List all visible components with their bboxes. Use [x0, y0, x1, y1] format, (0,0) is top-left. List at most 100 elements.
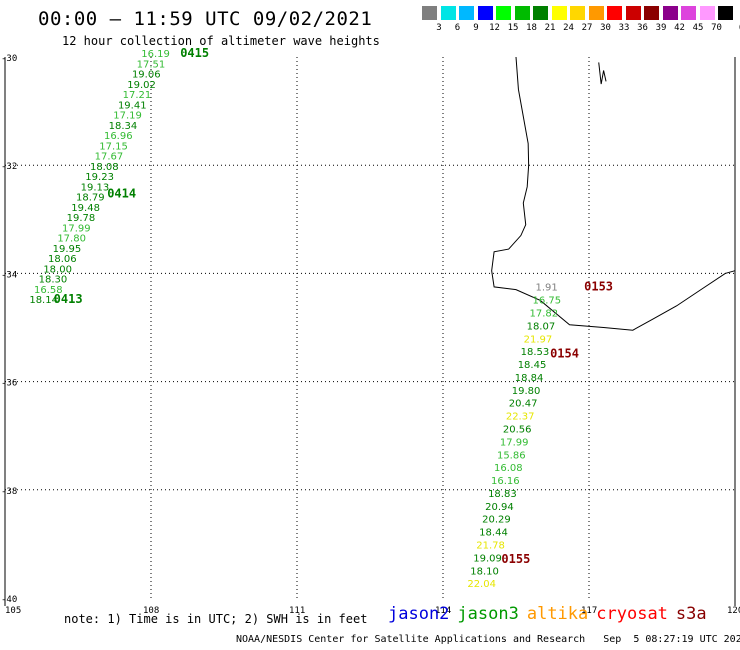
wave-height-label: 19.48: [71, 203, 100, 214]
scale-swatch: [514, 6, 530, 20]
lat-tick-label: -30: [1, 54, 17, 64]
wave-height-label: 16.16: [491, 476, 520, 487]
wave-height-label: 18.00: [43, 264, 72, 275]
page-subtitle: 12 hour collection of altimeter wave hei…: [62, 34, 380, 48]
wave-height-label: 17.67: [95, 152, 124, 163]
wave-height-label: 18.79: [76, 193, 105, 204]
scale-label: 39: [655, 23, 667, 33]
lat-tick-label: -38: [1, 487, 17, 497]
scale-label: 21: [544, 23, 556, 33]
wave-height-label: 16.19: [141, 49, 170, 60]
wave-height-label: 18.30: [39, 275, 68, 286]
scale-label: 45: [692, 23, 704, 33]
lat-tick-label: -40: [1, 595, 17, 605]
pass-time-label: 0413: [54, 292, 83, 306]
wave-height-label: 21.97: [524, 334, 553, 345]
scale-swatch: [718, 6, 733, 20]
lon-tick-label: 114: [435, 606, 451, 616]
wave-height-label: 18.06: [48, 254, 77, 265]
wave-height-label: 18.34: [109, 121, 138, 132]
lon-tick-label: 120: [727, 606, 740, 616]
wave-height-label: 18.08: [90, 162, 119, 173]
scale-swatch: [662, 6, 678, 20]
wave-height-label: 17.82: [530, 308, 559, 319]
wave-height-label: 17.51: [137, 59, 166, 70]
scale-swatch: [440, 6, 456, 20]
scale-swatch: [496, 6, 511, 20]
scale-label: 27: [581, 23, 593, 33]
pass-time-label: 0415: [180, 46, 209, 60]
wave-height-label: 18.44: [479, 528, 508, 539]
wave-height-label: 17.80: [57, 234, 86, 245]
wave-height-label: 18.07: [527, 321, 556, 332]
pass-time-label: 0153: [584, 280, 613, 294]
scale-label: 36: [637, 23, 648, 33]
coastline: [491, 56, 736, 331]
wave-height-label: 20.29: [482, 515, 511, 526]
wave-height-label: 18.84: [515, 373, 544, 384]
wave-height-label: 1.91: [535, 283, 557, 294]
lon-tick-label: 105: [5, 606, 21, 616]
wave-height-label: 19.23: [85, 172, 114, 183]
satellite-jason3: jason3: [457, 604, 519, 624]
scale-swatch: [588, 6, 604, 20]
scale-swatch: [477, 6, 493, 20]
scale-label: 42: [674, 23, 685, 33]
scale-label: 70: [711, 23, 722, 33]
satellite-jason2: jason2: [388, 604, 450, 624]
wave-height-label: 19.95: [53, 244, 82, 255]
lon-tick-label: 108: [143, 606, 159, 616]
lat-tick-label: -36: [1, 379, 17, 389]
wave-height-label: 18.83: [488, 489, 517, 500]
wave-height-label: 18.14: [29, 295, 58, 306]
wave-height-label: 16.08: [494, 463, 523, 474]
scale-label: 33: [618, 23, 630, 33]
wave-height-label: 20.94: [485, 502, 514, 513]
wave-height-label: 16.96: [104, 131, 133, 142]
wave-height-label: 19.80: [512, 386, 541, 397]
scale-swatch: [551, 6, 567, 20]
scale-label: 12: [489, 23, 500, 33]
wave-height-label: 15.86: [497, 450, 526, 461]
lat-tick-label: -34: [1, 270, 17, 280]
footer-note: note: 1) Time is in UTC; 2) SWH is in fe…: [64, 612, 368, 626]
scale-swatch: [607, 6, 622, 20]
scale-unit: (ft): [735, 23, 740, 33]
satellite-legend: jason2 jason3 altika cryosat s3a: [388, 604, 715, 624]
scale-label: 15: [507, 23, 519, 33]
lake-outline: [598, 62, 607, 85]
page-title: 00:00 – 11:59 UTC 09/02/2021: [38, 8, 373, 30]
pass-time-label: 0414: [107, 187, 136, 201]
scale-swatch: [533, 6, 548, 20]
scale-swatch: [459, 6, 474, 20]
wave-height-label: 21.78: [476, 541, 505, 552]
wave-height-label: 19.02: [127, 80, 156, 91]
wave-height-label: 19.06: [132, 70, 161, 81]
pass-time-label: 0154: [550, 346, 579, 360]
wave-height-label: 16.58: [34, 285, 63, 296]
wave-height-label: 20.47: [509, 399, 538, 410]
wave-height-label: 22.37: [506, 412, 535, 423]
wave-height-label: 17.21: [123, 90, 152, 101]
wave-height-label: 19.09: [473, 553, 502, 564]
wave-height-label: 18.53: [521, 347, 550, 358]
scale-label: 30: [600, 23, 611, 33]
wave-height-label: 16.75: [533, 296, 562, 307]
wave-height-label: 19.41: [118, 100, 147, 111]
wave-height-label: 17.99: [500, 437, 529, 448]
scale-label: 24: [563, 23, 574, 33]
scale-swatch: [644, 6, 659, 20]
scale-label: 9: [473, 23, 479, 33]
lon-tick-label: 111: [289, 606, 305, 616]
scale-swatch: [681, 6, 696, 20]
wave-height-label: 17.99: [62, 223, 91, 234]
satellite-cryosat: cryosat: [596, 604, 668, 624]
wave-height-label: 17.19: [113, 111, 142, 122]
scale-swatch: [625, 6, 641, 20]
wave-height-label: 18.45: [518, 360, 547, 371]
wave-height-label: 20.56: [503, 425, 532, 436]
wave-height-label: 22.04: [467, 579, 496, 590]
scale-swatch: [422, 6, 437, 20]
pass-time-label: 0155: [501, 552, 530, 566]
